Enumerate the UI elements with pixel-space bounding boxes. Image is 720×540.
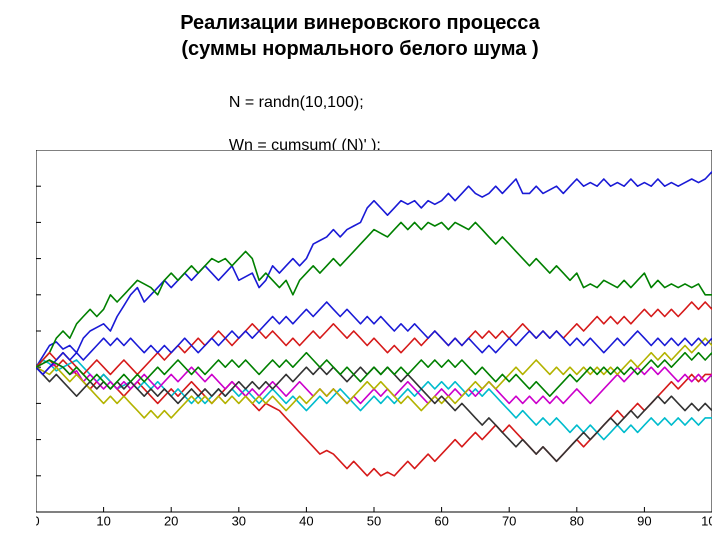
x-tick-label: 90	[637, 514, 651, 529]
x-tick-label: 30	[232, 514, 246, 529]
x-tick-label: 60	[434, 514, 448, 529]
wiener-process-chart: 0102030405060708090100-20-15-10-50510152…	[36, 150, 712, 530]
x-tick-label: 50	[367, 514, 381, 529]
code-line-1: N = randn(10,100);	[229, 94, 364, 111]
x-tick-label: 20	[164, 514, 178, 529]
title-line-1: Реализации винеровского процесса	[180, 12, 540, 34]
page-title: Реализации винеровского процесса (суммы …	[0, 10, 720, 62]
x-tick-label: 10	[96, 514, 110, 529]
title-line-2: (суммы нормального белого шума )	[181, 38, 538, 60]
chart-svg: 0102030405060708090100-20-15-10-50510152…	[36, 150, 712, 530]
x-tick-label: 40	[299, 514, 313, 529]
x-tick-label: 0	[36, 514, 40, 529]
plot-frame	[36, 150, 712, 512]
x-tick-label: 70	[502, 514, 516, 529]
x-tick-label: 80	[570, 514, 584, 529]
x-tick-label: 100	[701, 514, 712, 529]
